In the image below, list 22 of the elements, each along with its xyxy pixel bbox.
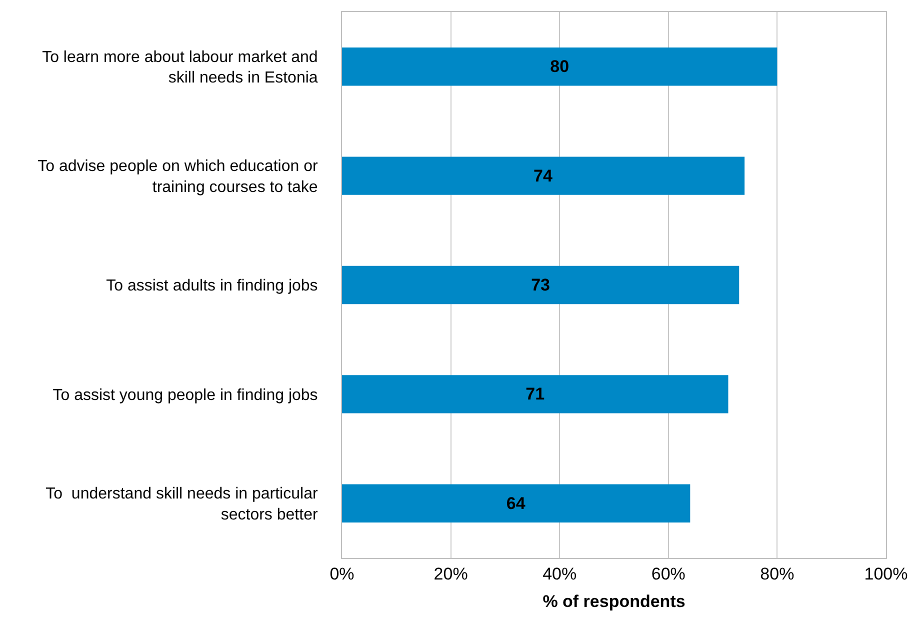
y-tick-label: To assist young people in finding jobs — [52, 386, 318, 404]
y-tick-label: To understand skill needs in particular sectors better — [46, 486, 318, 524]
x-tick-label: 20% — [434, 564, 468, 584]
data-label: 71 — [526, 384, 545, 404]
x-tick-label: 40% — [542, 564, 577, 584]
data-label: 73 — [531, 276, 550, 294]
bar — [342, 156, 745, 195]
x-tick-label: 80% — [760, 564, 794, 584]
y-tick-label: To learn more about labour market and skill needs in Estonia — [42, 48, 318, 87]
x-axis-title: % of respondents — [542, 592, 686, 611]
data-label: 74 — [534, 166, 554, 186]
x-tick-label: 0% — [330, 564, 354, 584]
bar — [342, 484, 690, 523]
y-tick-label: To advise people on which education or training courses to take — [38, 158, 318, 196]
bar — [342, 375, 728, 414]
bar — [342, 266, 740, 304]
x-tick-label: 100% — [864, 564, 908, 584]
y-tick-label: To assist adults in finding jobs — [106, 278, 318, 295]
x-tick-label: 60% — [651, 564, 686, 584]
bar — [342, 47, 778, 86]
data-label: 64 — [506, 494, 526, 513]
data-label: 80 — [550, 57, 570, 76]
